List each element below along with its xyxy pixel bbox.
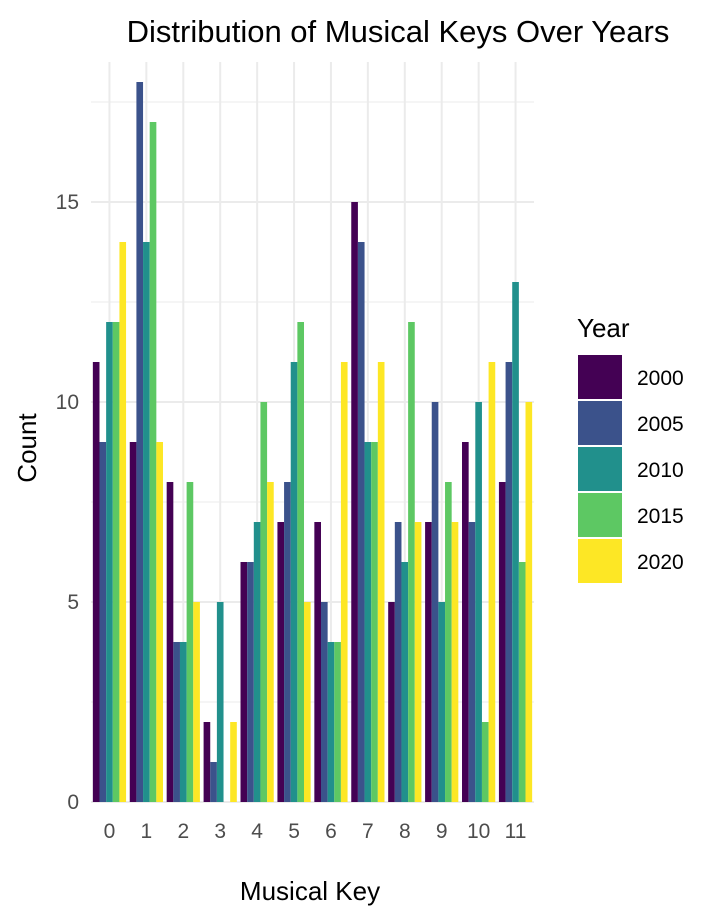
bar-2000-key-3 <box>203 722 211 802</box>
bar-2015-key-11 <box>518 562 526 802</box>
bar-2000-key-7 <box>351 202 358 802</box>
legend-label-2000: 2000 <box>637 367 684 390</box>
bar-2020-key-5 <box>304 602 311 802</box>
bars <box>92 82 533 802</box>
bar-2005-key-10 <box>468 522 476 802</box>
bar-2020-key-9 <box>451 522 459 802</box>
bar-2005-key-5 <box>284 482 291 802</box>
x-tick-label: 8 <box>399 820 411 843</box>
x-axis-ticks: 0 1 2 3 4 5 6 7 8 9 10 11 <box>104 820 527 843</box>
bar-2000-key-5 <box>277 522 285 802</box>
bar-2020-key-3 <box>230 722 237 802</box>
bar-2015-key-10 <box>481 722 489 802</box>
x-tick-label: 3 <box>214 820 226 843</box>
bar-2000-key-8 <box>388 602 395 802</box>
y-tick-label: 15 <box>56 191 79 214</box>
legend-key-2005 <box>578 401 622 445</box>
bar-2000-key-10 <box>462 442 469 802</box>
bar-2005-key-6 <box>320 602 328 802</box>
bar-2010-key-7 <box>364 442 372 802</box>
y-tick-label: 5 <box>67 591 79 614</box>
bar-2010-key-6 <box>327 642 335 802</box>
bar-2020-key-10 <box>488 362 496 802</box>
bar-2005-key-1 <box>136 82 144 802</box>
bar-2010-key-2 <box>179 642 187 802</box>
bar-2005-key-9 <box>431 402 439 802</box>
bar-2000-key-2 <box>166 482 174 802</box>
x-tick-label: 4 <box>251 820 263 843</box>
legend-title: Year <box>577 313 630 343</box>
bar-2015-key-1 <box>149 122 157 802</box>
bar-2005-key-8 <box>394 522 402 802</box>
x-axis-title: Musical Key <box>240 876 380 906</box>
bar-2020-key-2 <box>193 602 200 802</box>
y-tick-label: 10 <box>56 391 79 414</box>
x-tick-label: 0 <box>104 820 116 843</box>
y-tick-label: 0 <box>67 791 79 814</box>
bar-2010-key-5 <box>290 362 298 802</box>
bar-2005-key-0 <box>99 442 107 802</box>
bar-2015-key-8 <box>408 322 415 802</box>
bar-2015-key-0 <box>112 322 120 802</box>
bar-2010-key-4 <box>253 522 261 802</box>
x-tick-label: 11 <box>505 820 527 843</box>
bar-2005-key-4 <box>247 562 254 802</box>
bar-2000-key-6 <box>314 522 321 802</box>
bar-2000-key-9 <box>425 522 432 802</box>
bar-2015-key-4 <box>260 402 268 802</box>
legend-label-2015: 2015 <box>637 505 684 528</box>
x-tick-label: 6 <box>325 820 337 843</box>
bar-2000-key-4 <box>240 562 248 802</box>
y-axis-title: Count <box>12 413 42 483</box>
legend: Year 2000 2005 2010 2015 2020 <box>577 313 684 583</box>
bar-2000-key-1 <box>129 442 137 802</box>
x-tick-label: 7 <box>362 820 374 843</box>
bar-2005-key-11 <box>505 362 513 802</box>
bar-2020-key-0 <box>119 242 127 802</box>
legend-label-2010: 2010 <box>637 459 684 482</box>
x-tick-label: 9 <box>436 820 448 843</box>
bar-2015-key-7 <box>371 442 378 802</box>
legend-label-2005: 2005 <box>637 413 684 436</box>
y-axis-ticks: 0 5 10 15 <box>56 191 79 814</box>
bar-2000-key-0 <box>92 362 100 802</box>
bar-2015-key-9 <box>445 482 452 802</box>
x-tick-label: 1 <box>141 820 153 843</box>
bar-2010-key-11 <box>512 282 519 802</box>
bar-2010-key-8 <box>401 562 409 802</box>
legend-items: 2000 2005 2010 2015 2020 <box>578 355 684 583</box>
bar-2020-key-7 <box>377 362 385 802</box>
legend-key-2010 <box>578 447 622 491</box>
bar-2005-key-2 <box>173 642 180 802</box>
bar-2010-key-10 <box>475 402 482 802</box>
legend-label-2020: 2020 <box>637 551 684 574</box>
chart-title: Distribution of Musical Keys Over Years <box>127 14 670 49</box>
bar-2015-key-2 <box>186 482 194 802</box>
x-tick-label: 10 <box>467 820 490 843</box>
bar-2020-key-4 <box>267 482 274 802</box>
bar-2010-key-1 <box>143 242 150 802</box>
x-tick-label: 5 <box>288 820 300 843</box>
bar-2005-key-7 <box>357 242 365 802</box>
bar-2020-key-1 <box>156 442 163 802</box>
bar-2020-key-11 <box>525 402 533 802</box>
bar-2000-key-11 <box>498 482 506 802</box>
legend-key-2020 <box>578 539 622 583</box>
bar-2010-key-9 <box>438 602 446 802</box>
bar-2005-key-3 <box>210 762 217 802</box>
bar-2010-key-3 <box>216 602 224 802</box>
legend-key-2000 <box>578 355 622 399</box>
bar-2015-key-5 <box>297 322 305 802</box>
bar-2015-key-6 <box>334 642 341 802</box>
bar-2010-key-0 <box>106 322 113 802</box>
bar-2020-key-8 <box>414 522 422 802</box>
bar-2020-key-6 <box>340 362 348 802</box>
legend-key-2015 <box>578 493 622 537</box>
x-tick-label: 2 <box>177 820 189 843</box>
